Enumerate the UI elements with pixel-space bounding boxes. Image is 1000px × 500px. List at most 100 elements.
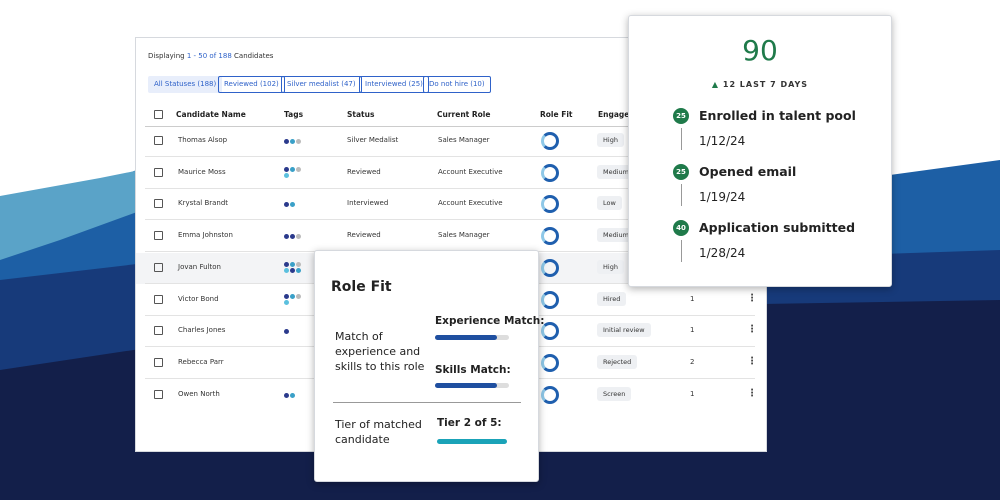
row-menu: ⋮ (747, 292, 757, 304)
filter-chip: Reviewed (102) (218, 76, 285, 93)
tag-dot (284, 234, 289, 240)
row-line (145, 156, 755, 157)
tag-dot (290, 267, 295, 273)
tag-dot (284, 293, 289, 299)
tag-dot (290, 166, 295, 172)
candidate-name: Krystal Brandt (178, 199, 229, 208)
summary: Displaying 1 - 50 of 188 Candidates (148, 52, 273, 60)
match-label: Match of experience and skills to this r… (335, 330, 425, 373)
row-line (145, 187, 755, 189)
event-label: Opened email (699, 164, 797, 179)
tag-dot (296, 234, 301, 240)
row-checkbox (154, 167, 163, 177)
event-label: Application submitted (699, 220, 856, 235)
activity-popup: 90 ▲ 12 LAST 7 DAYS 25 Enrolled in talent… (628, 15, 892, 287)
candidate-name: Thomas Alsop (178, 136, 228, 144)
tag-dot (290, 202, 295, 208)
engagement-pill: Medium (597, 164, 635, 179)
tag-dot (290, 261, 295, 267)
engagement-pill: Rejected (597, 354, 638, 369)
role-fit-popup: Role Fit Match of experience and skills … (314, 250, 544, 482)
event-date: 1/12/24 (699, 134, 746, 148)
tier-value: Tier 2 of 5: (437, 417, 502, 429)
engagement-pill: Medium (597, 228, 635, 243)
tag-dot (284, 261, 289, 267)
current-role: Sales Manager (438, 136, 490, 144)
tag-dot (290, 392, 295, 398)
tag-dot (296, 139, 301, 144)
event-date: 1/19/24 (699, 190, 746, 204)
row-checkbox (154, 294, 163, 304)
event-connector (681, 184, 682, 206)
tag-dot (296, 261, 301, 267)
candidate-name: Emma Johnston (178, 231, 233, 240)
candidate-name: Owen North (178, 389, 220, 398)
row-line (145, 219, 755, 221)
tag-dot (284, 166, 289, 172)
column-header: Status (347, 110, 375, 119)
summary-suffix: Candidates (234, 52, 274, 60)
divider (333, 402, 521, 403)
row-checkbox (154, 326, 163, 336)
column-header: Role Fit (540, 110, 573, 119)
summary-range: 1 - 50 of 188 (186, 52, 232, 60)
current-role: Account Executive (438, 167, 503, 176)
score: 90 (742, 34, 778, 67)
experience-label: Experience Match: (435, 315, 545, 327)
status: Silver Medalist (347, 136, 399, 144)
experience-bar (435, 335, 497, 340)
tier-label: Tier of matched candidate (335, 418, 422, 446)
role-fit-icon (541, 353, 559, 372)
row-checkbox (154, 199, 163, 209)
header-line (145, 126, 755, 127)
engagement-pill: Hired (597, 291, 627, 306)
count: 1 (690, 294, 695, 303)
event-connector (681, 128, 682, 150)
tag-dot (290, 234, 295, 240)
row-checkbox (154, 262, 163, 272)
filter-chip: Do not hire (10) (423, 76, 491, 93)
role-fit-icon (541, 290, 559, 309)
role-fit-icon (541, 258, 559, 277)
event-points: 25 (673, 164, 689, 180)
tag-dot (284, 139, 289, 144)
header-checkbox (154, 110, 163, 119)
trend: ▲ 12 LAST 7 DAYS (711, 80, 809, 89)
engagement-pill: High (597, 259, 624, 274)
filter-chip: Interviewed (25) (359, 76, 429, 93)
row-menu: ⋮ (747, 355, 757, 367)
tag-dot (284, 202, 289, 208)
role-fit-title: Role Fit (331, 279, 392, 295)
skills-bar-track (435, 383, 509, 388)
role-fit-icon (541, 132, 559, 150)
tag-dot (284, 172, 289, 178)
column-header: Tags (284, 110, 304, 119)
tag-dot (296, 166, 301, 172)
skills-bar (435, 383, 497, 388)
status: Reviewed (347, 167, 381, 176)
candidate-name: Victor Bond (178, 294, 219, 303)
role-fit-icon (541, 195, 559, 214)
event-connector (681, 240, 682, 262)
candidate-name: Jovan Fulton (178, 262, 221, 271)
tag-dot (284, 392, 289, 398)
column-header: Current Role (437, 110, 491, 119)
event-points: 25 (673, 108, 689, 124)
status: Reviewed (347, 231, 381, 240)
candidate-name: Charles Jones (178, 326, 226, 335)
tag-dot (296, 293, 301, 299)
engagement-pill: Initial review (597, 323, 651, 338)
row-checkbox (154, 136, 163, 145)
tag-dot (284, 329, 289, 335)
event-points: 40 (673, 220, 689, 236)
row-checkbox (154, 231, 163, 241)
summary-prefix: Displaying (148, 52, 185, 60)
candidate-name: Maurice Moss (178, 167, 226, 176)
row-checkbox (154, 389, 163, 399)
count: 2 (690, 357, 695, 366)
tag-dot (296, 267, 301, 273)
status: Interviewed (347, 199, 389, 208)
role-fit-icon (541, 163, 559, 182)
tag-dot (290, 139, 295, 144)
row-menu: ⋮ (747, 324, 757, 336)
